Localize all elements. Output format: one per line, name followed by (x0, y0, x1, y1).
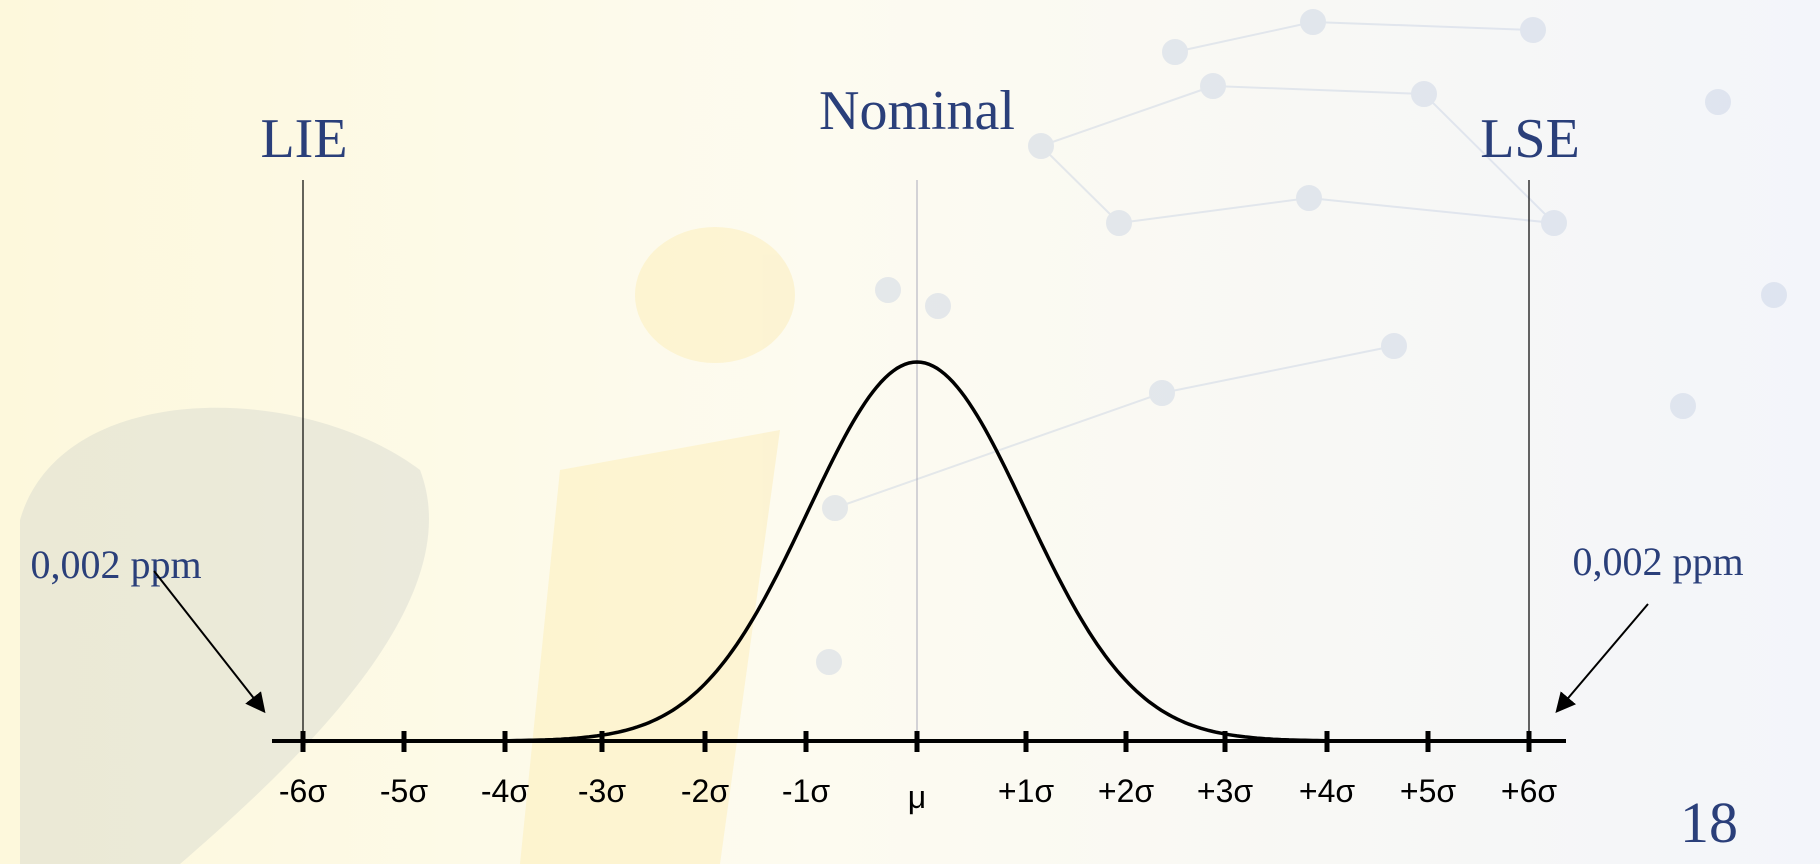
lower-limit-label: LIE (260, 108, 347, 170)
axis-label: -4σ (481, 773, 529, 809)
nominal-label: Nominal (819, 80, 1015, 142)
axis-label: +3σ (1197, 773, 1253, 809)
page: {"slide": { "limit_labels": {"lower": "L… (0, 0, 1820, 864)
axis-label: μ (908, 779, 926, 815)
axis-label: -3σ (578, 773, 626, 809)
axis-label: -5σ (380, 773, 428, 809)
upper-limit-label: LSE (1480, 108, 1580, 170)
axis-label: +4σ (1299, 773, 1355, 809)
page-number: 18 (1680, 790, 1738, 855)
axis-label: +5σ (1400, 773, 1456, 809)
axis-label: +6σ (1501, 773, 1557, 809)
axis-label: +2σ (1098, 773, 1154, 809)
axis-label: +1σ (998, 773, 1054, 809)
axis-label: -2σ (681, 773, 729, 809)
axis-label: -6σ (279, 773, 327, 809)
slide: LIE Nominal LSE 0,002 ppm 0,002 ppm -6σ -… (0, 0, 1820, 864)
annotation: 0,002 ppm (1572, 539, 1743, 584)
annotation: 0,002 ppm (30, 542, 201, 587)
axis-label: -1σ (782, 773, 830, 809)
